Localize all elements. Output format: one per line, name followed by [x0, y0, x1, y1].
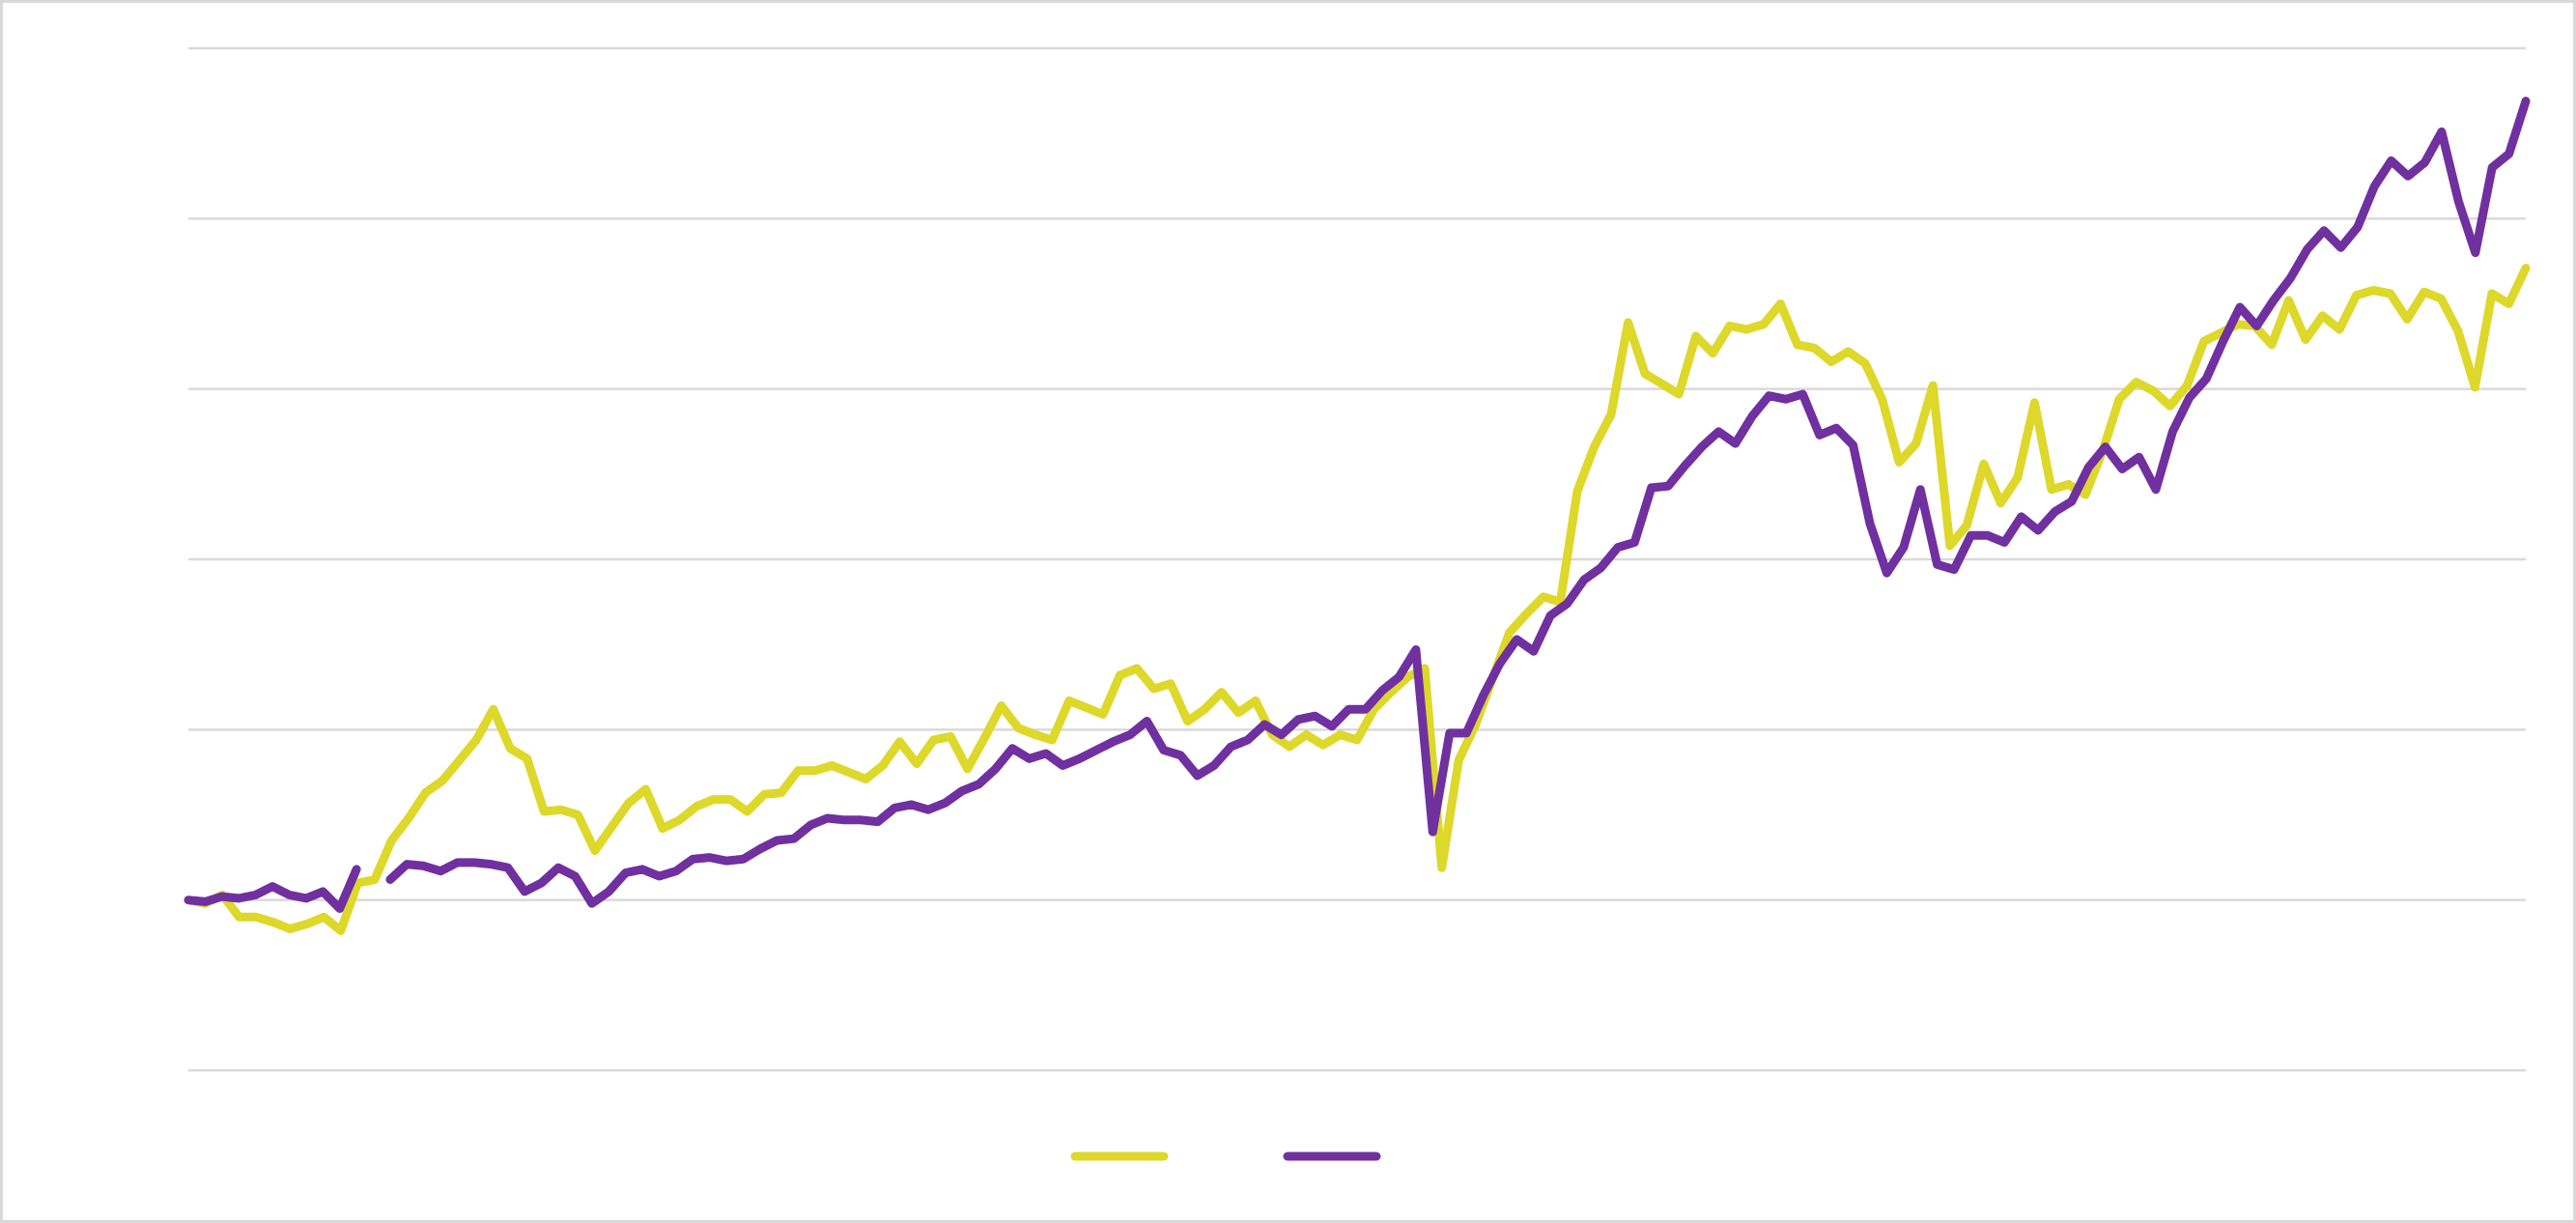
series-group: [184, 97, 2531, 935]
series-line-2: [184, 97, 2531, 913]
series-line-1: [184, 264, 2531, 935]
gridlines: [188, 46, 2526, 1072]
